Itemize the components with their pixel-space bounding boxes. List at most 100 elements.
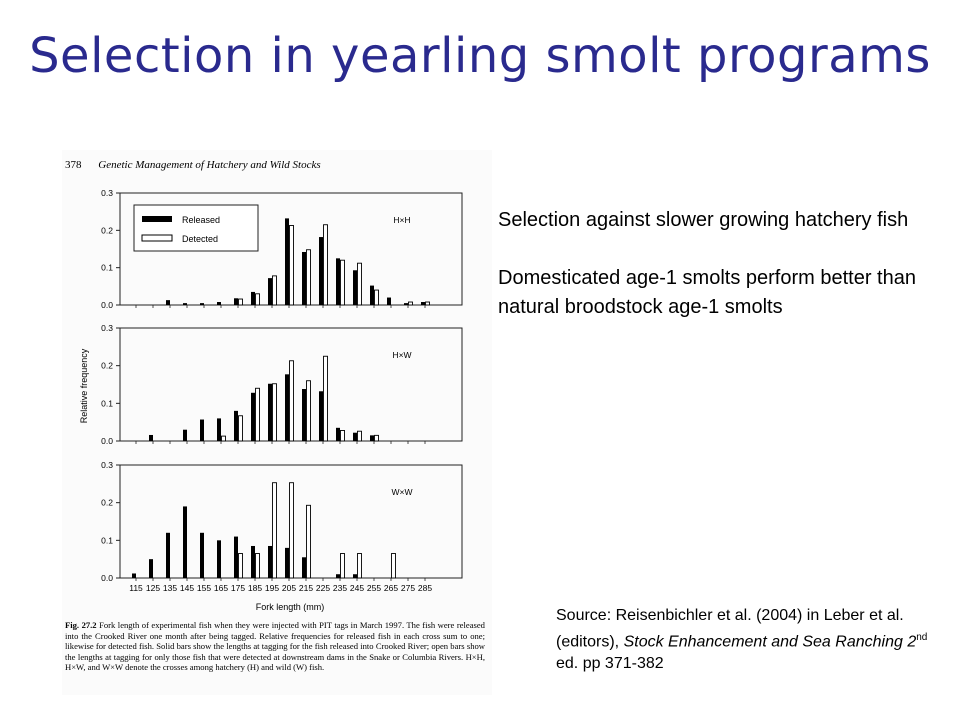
- y-axis-title: Relative frequency: [79, 348, 89, 423]
- bar-released: [183, 429, 187, 441]
- bar-released: [353, 270, 357, 305]
- x-axis-title: Fork length (mm): [256, 602, 325, 612]
- bar-detected: [323, 224, 328, 306]
- bar-detected: [340, 259, 345, 306]
- bar-detected: [255, 387, 260, 442]
- bar-released: [166, 300, 170, 305]
- bar-detected: [255, 293, 260, 306]
- source-prefix: Source: Reisenbichler et al. (2004) in L…: [556, 607, 904, 651]
- bullet-1: Selection against slower growing hatcher…: [498, 209, 909, 231]
- bar-released: [268, 278, 272, 305]
- x-tick-label: 235: [333, 583, 347, 593]
- bar-released: [421, 302, 425, 305]
- bar-released: [183, 303, 187, 305]
- bar-detected: [255, 553, 260, 579]
- figure-caption: Fig. 27.2 Fork length of experimental fi…: [65, 620, 485, 673]
- bar-detected: [289, 225, 294, 306]
- x-tick-label: 145: [180, 583, 194, 593]
- bar-released: [251, 545, 255, 578]
- x-tick-label: 185: [248, 583, 262, 593]
- y-tick-label: 0.2: [101, 498, 113, 508]
- y-tick-label: 0.3: [101, 460, 113, 470]
- bar-released: [234, 298, 238, 305]
- bar-detected: [357, 430, 362, 442]
- bar-detected: [340, 553, 345, 579]
- panel-label: W×W: [391, 487, 412, 497]
- x-tick-label: 215: [299, 583, 313, 593]
- x-tick-label: 135: [163, 583, 177, 593]
- bar-released: [132, 573, 136, 578]
- bar-released: [353, 432, 357, 441]
- bar-released: [251, 392, 255, 441]
- y-tick-label: 0.3: [101, 188, 113, 198]
- x-tick-label: 175: [231, 583, 245, 593]
- bar-detected: [323, 355, 328, 442]
- panel-label: H×H: [393, 215, 410, 225]
- bar-detected: [272, 482, 277, 579]
- bar-released: [268, 383, 272, 441]
- legend-label-detected: Detected: [182, 234, 218, 244]
- x-tick-label: 285: [418, 583, 432, 593]
- bar-detected: [289, 360, 294, 442]
- bar-released: [234, 410, 238, 441]
- bar-released: [234, 536, 238, 578]
- y-tick-label: 0.3: [101, 323, 113, 333]
- y-tick-label: 0.0: [101, 436, 113, 446]
- caption-text: Fork length of experimental fish when th…: [65, 620, 485, 673]
- bar-released: [319, 237, 323, 305]
- bar-released: [285, 374, 289, 441]
- book-header: 378 Genetic Management of Hatchery and W…: [65, 159, 321, 171]
- x-tick-label: 205: [282, 583, 296, 593]
- y-tick-label: 0.1: [101, 535, 113, 545]
- bar-detected: [289, 482, 294, 579]
- bar-detected: [238, 415, 243, 442]
- x-tick-label: 225: [316, 583, 330, 593]
- y-tick-label: 0.2: [101, 361, 113, 371]
- bar-detected: [374, 289, 379, 306]
- y-tick-label: 0.0: [101, 300, 113, 310]
- panel-label: H×W: [392, 350, 411, 360]
- bar-released: [302, 389, 306, 441]
- y-tick-label: 0.1: [101, 263, 113, 273]
- bar-released: [285, 218, 289, 305]
- bar-released: [217, 302, 221, 305]
- legend-label-released: Released: [182, 215, 220, 225]
- bar-detected: [306, 380, 311, 442]
- bar-released: [149, 559, 153, 578]
- bar-released: [336, 258, 340, 305]
- x-tick-label: 155: [197, 583, 211, 593]
- bar-detected: [221, 435, 226, 442]
- bar-released: [387, 297, 391, 305]
- bar-released: [336, 574, 340, 578]
- bar-detected: [306, 504, 311, 579]
- bar-detected: [238, 298, 243, 306]
- bullet-text: Selection against slower growing hatcher…: [498, 206, 918, 351]
- source-suffix: ed. pp 371-382: [556, 655, 664, 673]
- bar-released: [336, 427, 340, 441]
- x-tick-label: 195: [265, 583, 279, 593]
- bar-detected: [357, 262, 362, 306]
- slide-title: Selection in yearling smolt programs: [29, 28, 931, 84]
- bar-released: [285, 547, 289, 578]
- bar-detected: [340, 430, 345, 442]
- bar-released: [268, 545, 272, 578]
- bar-detected: [238, 553, 243, 579]
- bar-released: [251, 291, 255, 305]
- bar-released: [370, 285, 374, 305]
- bar-released: [319, 391, 323, 441]
- y-tick-label: 0.2: [101, 225, 113, 235]
- source-superscript: nd: [916, 632, 928, 643]
- source-citation: Source: Reisenbichler et al. (2004) in L…: [556, 605, 951, 675]
- x-tick-label: 125: [146, 583, 160, 593]
- bar-released: [200, 303, 204, 305]
- x-tick-label: 165: [214, 583, 228, 593]
- legend-swatch-released: [142, 216, 172, 222]
- y-tick-label: 0.0: [101, 573, 113, 583]
- x-tick-label: 245: [350, 583, 364, 593]
- bar-detected: [272, 275, 277, 306]
- bar-detected: [306, 249, 311, 306]
- y-tick-label: 0.1: [101, 398, 113, 408]
- bar-detected: [408, 301, 413, 306]
- bar-released: [217, 540, 221, 578]
